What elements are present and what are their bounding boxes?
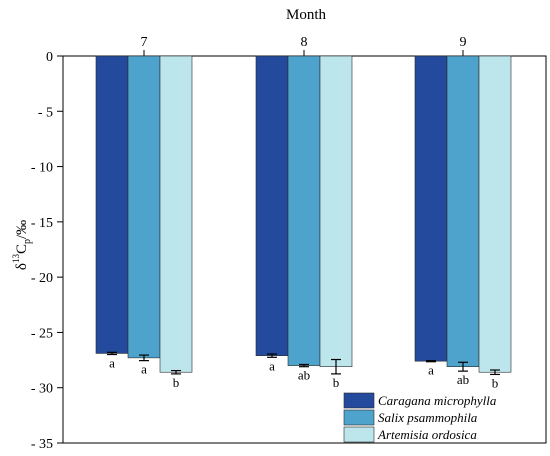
y-tick-label: - 5 [38,105,53,120]
legend-label: Salix psammophila [378,410,478,425]
y-tick-label: - 35 [31,437,53,452]
y-tick-label: - 20 [31,271,53,286]
bar [159,55,193,373]
x-tick-label: 7 [141,35,148,50]
error-bar [139,354,149,362]
bar [127,55,161,359]
x-tick-label: 8 [301,35,308,50]
y-tick-label: - 30 [31,382,53,397]
legend-label: Artemisia ordosica [377,427,477,442]
error-bar [171,369,181,375]
y-axis-title-sup: 13 [11,254,21,264]
x-tick-label: 9 [460,35,467,50]
y-axis-title-sub: p [22,239,33,244]
svg-text:δ13Cp/‰: δ13Cp/‰ [11,220,33,270]
y-tick-label: 0 [46,50,53,65]
y-axis-title-c: C [14,244,30,254]
significance-letter: ab [457,372,469,387]
significance-letter: a [428,363,434,378]
y-axis-title: δ13Cp/‰ [11,220,33,270]
significance-letter: ab [298,368,310,383]
error-bar [490,369,500,376]
y-tick-label: - 15 [31,216,53,231]
bar [255,55,289,356]
bar [319,55,353,368]
error-bar [426,360,436,363]
error-bar [458,361,468,372]
significance-letter: b [173,375,180,390]
bar [414,55,448,362]
significance-letter: b [333,375,340,390]
error-bar [107,351,117,356]
bar [446,55,480,368]
bar [478,55,512,373]
error-bar [267,353,277,358]
legend: Caragana microphylla Salix psammophila Art… [343,392,497,443]
significance-letter: a [109,356,115,371]
x-axis-title: Month [286,7,327,23]
significance-letter: a [141,362,147,377]
y-tick-label: - 10 [31,161,53,176]
y-axis-title-delta: δ [14,263,30,270]
error-bar [299,363,309,368]
legend-swatch [343,409,375,426]
legend-swatch [343,392,375,409]
significance-letter: b [492,375,499,390]
bar [95,55,129,354]
y-axis-title-unit: /‰ [14,220,30,239]
bar [287,55,321,366]
legend-label: Caragana microphylla [378,393,497,408]
legend-swatch [343,426,375,443]
y-tick-label: - 25 [31,326,53,341]
error-bar [331,358,341,375]
significance-letter: a [269,358,275,373]
